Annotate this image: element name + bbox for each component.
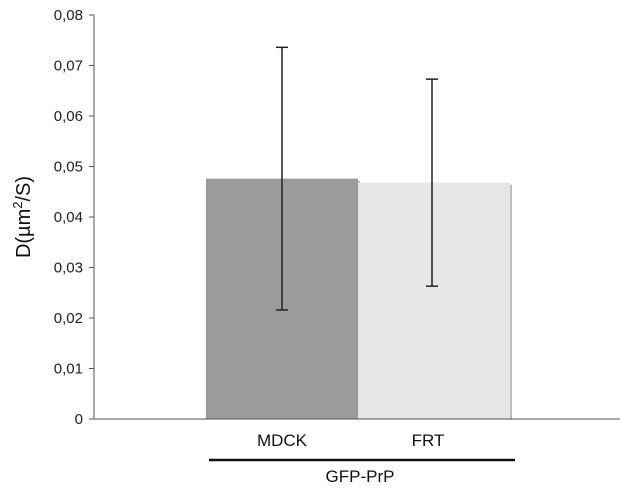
- y-tick-label: 0,04: [54, 209, 83, 226]
- category-labels: MDCK FRT: [257, 431, 444, 450]
- y-axis-ticks: 0 0,01 0,02 0,03 0,04 0,05 0,06 0,07 0,08: [54, 7, 94, 428]
- y-axis-label-base: D(: [13, 237, 35, 258]
- error-bars: [276, 46, 438, 311]
- y-axis-label: D(µm2/S): [10, 176, 35, 258]
- y-axis-label-tail: /S): [13, 176, 35, 202]
- bar-frt: [358, 182, 510, 419]
- y-axis-label-sup: 2: [10, 202, 25, 209]
- y-tick-label: 0,07: [54, 58, 83, 75]
- y-tick-label: 0,08: [54, 7, 83, 24]
- y-tick-label: 0,01: [54, 361, 83, 378]
- y-tick-label: 0,06: [54, 108, 83, 125]
- y-tick-label: 0,05: [54, 159, 83, 176]
- y-tick-label: 0,03: [54, 260, 83, 277]
- y-tick-label: 0: [75, 411, 83, 428]
- y-tick-label: 0,02: [54, 310, 83, 327]
- bars: [206, 178, 512, 419]
- group-label: GFP-PrP: [326, 467, 395, 486]
- y-axis-label-unit: µm: [13, 209, 35, 237]
- category-label-mdck: MDCK: [257, 431, 308, 450]
- category-label-frt: FRT: [412, 431, 445, 450]
